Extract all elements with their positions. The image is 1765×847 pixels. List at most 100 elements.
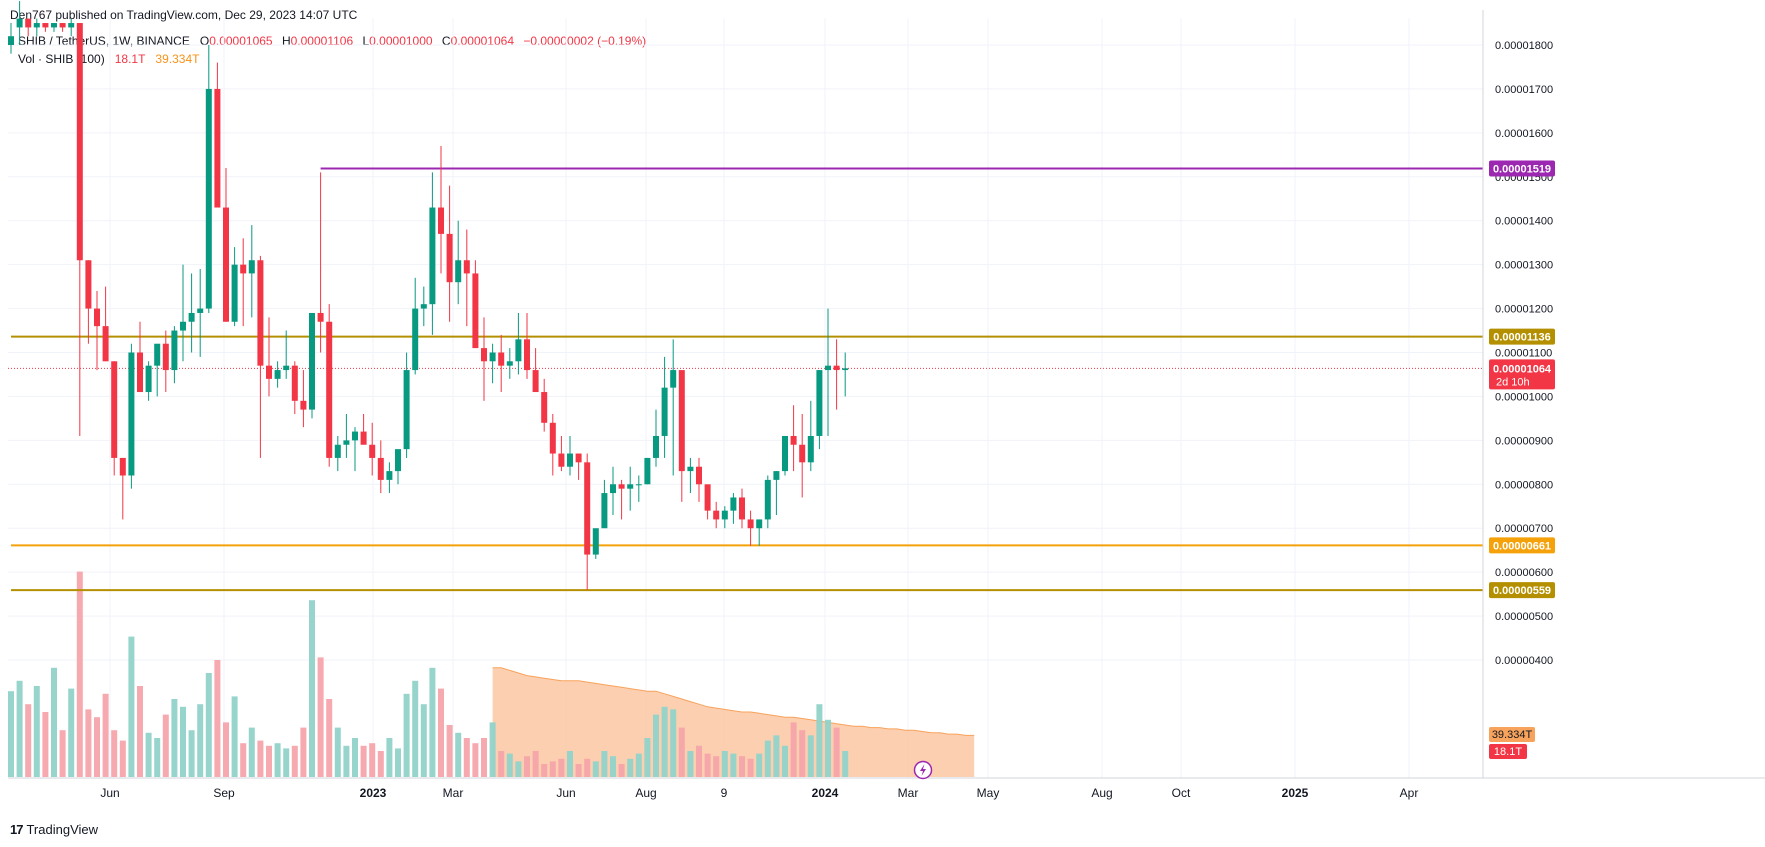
volume-bar [592, 761, 599, 777]
candle-body [670, 370, 677, 388]
volume-bar [334, 727, 341, 777]
candle [592, 528, 599, 559]
candle-body [257, 260, 264, 366]
volume-bar [231, 696, 238, 777]
candle-body [842, 368, 849, 371]
candle [481, 317, 487, 401]
volume-bar [197, 704, 204, 777]
candle [721, 506, 728, 529]
candle [799, 414, 806, 498]
time-tick-label: Aug [635, 786, 656, 800]
candle [111, 361, 118, 476]
volume-bar [102, 693, 109, 777]
volume-bar [85, 709, 92, 777]
candle-body [506, 361, 513, 366]
volume-bar [429, 667, 436, 777]
candle [747, 510, 754, 546]
candle-body [137, 352, 143, 393]
flash-icon-bolt [920, 764, 926, 776]
time-tick-label: Sep [213, 786, 235, 800]
candle [8, 23, 14, 54]
candle-body [231, 264, 238, 322]
volume-bar [506, 753, 513, 777]
candle-body [558, 453, 565, 467]
horizontal-levels[interactable] [8, 167, 1483, 592]
candle-body [223, 207, 229, 322]
candle [713, 501, 720, 529]
tradingview-logo[interactable]: 17 TradingView [10, 822, 98, 837]
time-tick-label: 2023 [360, 786, 387, 800]
candle-body [326, 321, 333, 458]
candle-body [816, 370, 823, 436]
volume-bar [76, 571, 83, 777]
volume-bar [8, 691, 14, 777]
candle [644, 457, 651, 485]
price-axis[interactable]: 0.000018000.000017000.000016000.00001500… [8, 10, 1765, 779]
candle-body [472, 273, 479, 349]
close-label: C [441, 34, 451, 48]
volume-bar [627, 758, 634, 777]
candle [498, 334, 505, 393]
level-price-badge [1489, 328, 1555, 345]
volume-bar [343, 745, 350, 777]
candle [274, 361, 281, 388]
candle [549, 414, 556, 476]
candle-body [412, 308, 419, 371]
candle [489, 343, 496, 384]
volume-bar [266, 745, 272, 777]
candle [300, 370, 307, 428]
volume-indicator-label[interactable]: Vol · SHIB (100) [18, 52, 105, 66]
candle-body [618, 484, 625, 489]
candle-body [567, 453, 573, 467]
candle [575, 453, 582, 480]
candle-body [51, 23, 57, 28]
price-tick-label: 0.00001200 [1495, 304, 1553, 316]
time-tick-label: 9 [721, 786, 728, 800]
candle [704, 484, 711, 520]
candle-body [154, 343, 161, 366]
candle-body [180, 321, 186, 331]
open-label: O [199, 34, 210, 48]
volume-bar [782, 745, 788, 777]
last-price-badge [1489, 359, 1555, 390]
candle-body [764, 479, 771, 520]
candle-body [455, 260, 462, 283]
price-chart[interactable]: 0.000018000.000017000.000016000.00001500… [0, 0, 1765, 820]
grid [8, 18, 1483, 778]
candle-body [463, 260, 470, 274]
candle [532, 348, 539, 393]
price-tick-label: 0.00001800 [1495, 40, 1553, 52]
volume-bar [145, 732, 152, 777]
candle [678, 370, 685, 502]
candles[interactable] [8, 1, 849, 590]
price-tick-label: 0.00001100 [1495, 348, 1552, 360]
flash-icon[interactable] [913, 760, 933, 780]
volume-bar [558, 758, 565, 777]
volume-bar [670, 709, 677, 777]
volume-bar [94, 717, 100, 777]
candle-body [584, 462, 591, 555]
volume-bar [309, 600, 315, 777]
candle-body [334, 444, 341, 458]
volume-bar [704, 753, 711, 777]
candle-body [790, 435, 797, 445]
time-axis[interactable]: Jun Sep 2023 Mar Jun Aug 9 2024 Mar May Aug Oct 2025… [100, 786, 1418, 800]
volume-bar [188, 730, 195, 777]
volume-bar [162, 714, 169, 777]
volume-bar [541, 764, 548, 777]
volume-bar [481, 738, 487, 777]
candle [472, 260, 479, 349]
candle [687, 457, 694, 494]
candle-body [541, 392, 548, 423]
candle-body [283, 365, 290, 371]
volume-bar [584, 758, 591, 777]
volume-bar [377, 751, 384, 777]
volume-bar [842, 751, 849, 777]
candle [635, 475, 642, 502]
candle [438, 146, 444, 274]
price-tick-label: 0.00000600 [1495, 567, 1553, 579]
candle [653, 409, 659, 467]
candle [240, 238, 247, 327]
candle-body [696, 466, 702, 485]
time-tick-label: Jun [100, 786, 119, 800]
